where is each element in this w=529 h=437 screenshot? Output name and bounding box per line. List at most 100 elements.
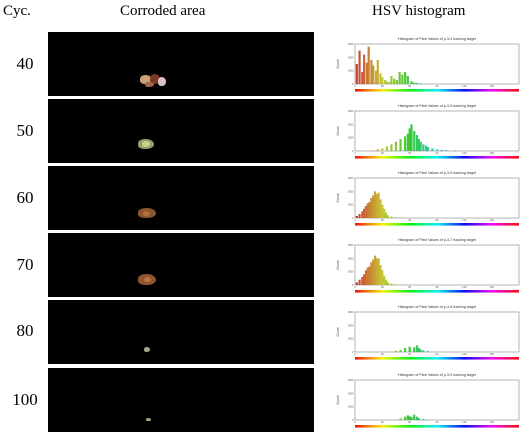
histogram-bar [375,258,378,285]
y-tick-label: 0 [352,418,354,422]
corroded-area-image-80 [48,300,314,364]
corrosion-patch [142,141,150,147]
cycle-label-50: 50 [16,121,34,140]
histogram-title: Histogram of Pixel Values of p-3-8 track… [398,305,476,309]
histogram-ylabel: Count [336,327,340,336]
histogram-bar [368,266,371,285]
hue-colour-strip [355,425,519,428]
plot-frame [354,311,520,353]
x-tick-label: 90 [436,218,439,222]
histogram-bar [413,82,416,84]
hsv-histogram-70: Histogram of Pixel Values of p-3-7 track… [333,233,529,297]
hsv-histogram-50: Histogram of Pixel Values of p-3-5 track… [333,99,529,163]
x-tick-label: 30 [381,218,384,222]
y-tick-label: 3000 [348,310,354,314]
histogram-bar [355,282,358,285]
histogram-bar [386,215,389,218]
corroded-area-image-40 [48,32,314,96]
histogram-title: Histogram of Pixel Values of p-3-4 track… [398,37,476,41]
histogram-bar [417,418,420,420]
histogram-bar [373,191,377,218]
y-tick-label: 2000 [348,122,354,126]
histogram-bar [364,270,368,285]
histogram-bar [358,279,361,285]
histogram-bar [364,206,368,218]
x-tick-label: 120 [462,285,467,289]
histogram-bar [419,141,422,151]
x-tick-label: 150 [490,420,495,424]
histogram-title: Histogram of Pixel Values of p-3-7 track… [398,238,476,242]
histogram-bar [370,198,373,218]
y-tick-label: 1000 [348,136,354,140]
x-tick-label: 120 [462,218,467,222]
histogram-bar [445,150,448,151]
y-tick-label: 3000 [348,378,354,382]
histogram-bar [383,208,386,218]
histogram-bar [399,350,402,352]
hue-colour-strip [355,89,519,92]
histogram-bar [358,214,361,218]
y-tick-label: 0 [352,350,354,354]
hue-colour-strip [355,223,519,226]
histogram-bar [379,265,382,285]
corroded-area-image-50 [48,99,314,163]
histogram-bar [377,192,380,218]
y-tick-label: 3000 [348,42,354,46]
x-tick-label: 120 [462,352,467,356]
histogram-bar [372,150,375,151]
corrosion-patch [140,75,152,84]
histogram-ylabel: Count [336,260,340,269]
x-tick-label: 90 [436,352,439,356]
histogram-bar [384,212,388,218]
histogram-bar [435,149,439,151]
plot-frame [354,43,520,85]
y-tick-label: 3000 [348,176,354,180]
cycle-label-100: 100 [12,390,38,409]
y-tick-label: 0 [352,216,354,220]
histogram-bar [366,267,369,285]
histogram-bar [394,217,398,218]
x-tick-label: 0 [354,285,356,289]
histogram-bar [375,194,378,218]
histogram-bar [399,139,402,151]
histogram-bar [361,72,364,84]
histogram-bar [381,270,384,285]
y-tick-label: 2000 [348,256,354,260]
x-tick-label: 150 [490,84,495,88]
x-tick-label: 0 [354,84,356,88]
corroded-area-header: Corroded area [120,3,206,19]
histogram-bar [398,72,401,84]
y-tick-label: 1000 [348,270,354,274]
histogram-bar [358,50,361,84]
histogram-bar [390,144,393,151]
histogram-ylabel: Count [336,193,340,202]
histogram-title: Histogram of Pixel Values of p-3-9 track… [398,373,476,377]
x-tick-label: 30 [381,420,384,424]
x-tick-label: 120 [462,420,467,424]
histogram-bar [410,81,413,84]
histogram-bar [379,199,382,218]
x-tick-label: 150 [490,218,495,222]
x-tick-label: 60 [408,420,411,424]
x-tick-label: 120 [462,84,467,88]
histogram-ylabel: Count [336,126,340,135]
histogram-bar [386,282,389,285]
histogram-bar [390,216,393,218]
histogram-bar [366,203,369,218]
histogram-bar [408,128,411,151]
x-tick-label: 60 [408,151,411,155]
histogram-bar [426,147,429,151]
x-tick-label: 30 [381,285,384,289]
x-tick-label: 30 [381,84,384,88]
histogram-bar [404,136,407,151]
hsv-histogram-header: HSV histogram [372,3,466,19]
x-tick-label: 30 [381,352,384,356]
histogram-bar [367,46,370,84]
histogram-bar [393,78,396,84]
histogram-bar [395,80,399,84]
x-tick-label: 60 [408,84,411,88]
histogram-bar [406,415,409,420]
hsv-histogram-40: Histogram of Pixel Values of p-3-4 track… [333,32,529,96]
histogram-bar [401,74,404,84]
y-tick-label: 0 [352,149,354,153]
